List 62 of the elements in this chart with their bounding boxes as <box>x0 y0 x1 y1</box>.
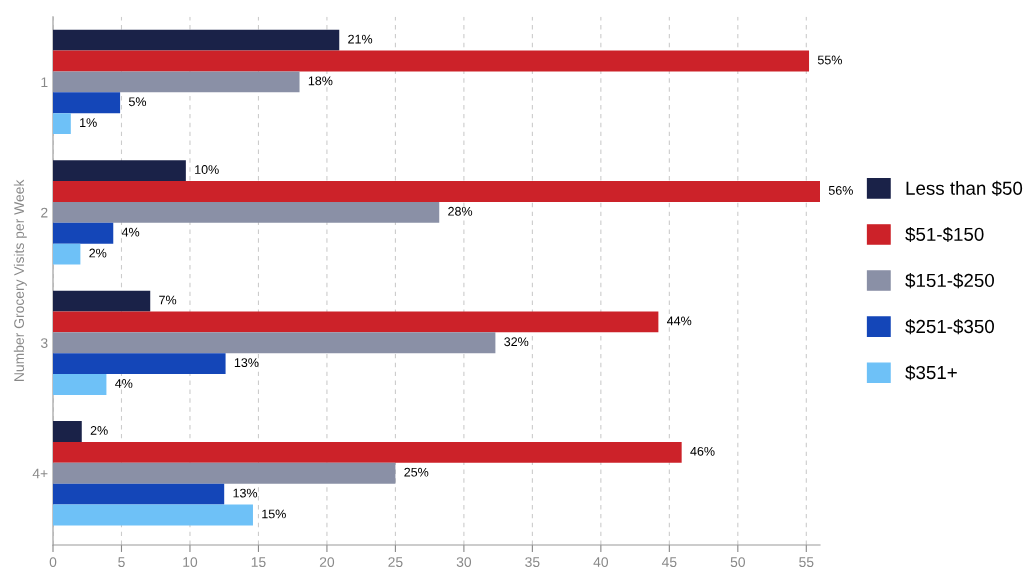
legend-label: $151-$250 <box>905 272 994 289</box>
bar <box>53 441 682 463</box>
bar <box>53 71 300 93</box>
data-label: 10% <box>195 165 219 174</box>
bar <box>53 50 810 72</box>
data-label: 2% <box>89 248 107 258</box>
data-label: 44% <box>667 316 692 326</box>
bar <box>53 421 82 442</box>
x-tick-label: 5 <box>118 557 125 568</box>
y-axis-title: Number Grocery Visits per Week <box>13 179 27 381</box>
data-label: 21% <box>348 34 373 44</box>
data-label: 1% <box>80 118 97 127</box>
x-tick-label: 55 <box>799 557 814 568</box>
x-tick-label: 35 <box>525 557 540 568</box>
data-label: 28% <box>448 206 473 216</box>
data-label: 25% <box>404 467 429 477</box>
data-label: 46% <box>690 446 715 456</box>
data-label: 32% <box>504 337 529 347</box>
x-tick-label: 20 <box>319 557 335 568</box>
x-tick-label: 50 <box>730 557 745 568</box>
bar <box>53 332 496 354</box>
y-tick-label: 2 <box>41 207 48 218</box>
x-tick-label: 25 <box>388 557 403 568</box>
data-label: 13% <box>233 488 258 498</box>
x-tick-label: 45 <box>661 557 677 568</box>
data-label: 4% <box>121 227 140 237</box>
bar <box>53 504 253 526</box>
bar <box>53 181 820 202</box>
x-tick-label: 30 <box>456 557 472 568</box>
bar <box>53 311 659 333</box>
y-tick-label: 4+ <box>32 468 48 479</box>
data-label: 13% <box>234 358 259 368</box>
bar <box>53 113 71 135</box>
legend-label: $51-$150 <box>905 226 984 243</box>
bar <box>53 92 121 114</box>
data-label: 18% <box>308 76 333 86</box>
data-label: 15% <box>262 509 286 519</box>
y-tick-label: 1 <box>41 77 48 87</box>
x-tick-label: 10 <box>183 557 198 568</box>
data-label: 7% <box>159 295 177 305</box>
bar <box>53 462 396 484</box>
x-tick-label: 0 <box>49 557 57 568</box>
data-label: 2% <box>90 426 108 435</box>
x-tick-label: 40 <box>593 557 609 568</box>
legend-label: $251-$350 <box>905 319 994 335</box>
bar <box>53 243 81 265</box>
bar <box>53 29 340 51</box>
data-label: 56% <box>828 185 853 195</box>
bar <box>53 483 225 505</box>
bar <box>53 201 440 223</box>
data-label: 55% <box>817 55 842 65</box>
bar <box>53 353 226 375</box>
legend-label: Less than $50 <box>906 180 1023 197</box>
bar <box>53 160 186 182</box>
y-tick-label: 3 <box>40 338 48 348</box>
bar <box>53 374 107 395</box>
data-label: 4% <box>115 379 133 388</box>
data-label: 5% <box>128 97 147 107</box>
bar <box>53 222 114 244</box>
legend-label: $351+ <box>905 365 957 381</box>
x-tick-label: 15 <box>251 557 266 568</box>
bar <box>53 290 151 312</box>
